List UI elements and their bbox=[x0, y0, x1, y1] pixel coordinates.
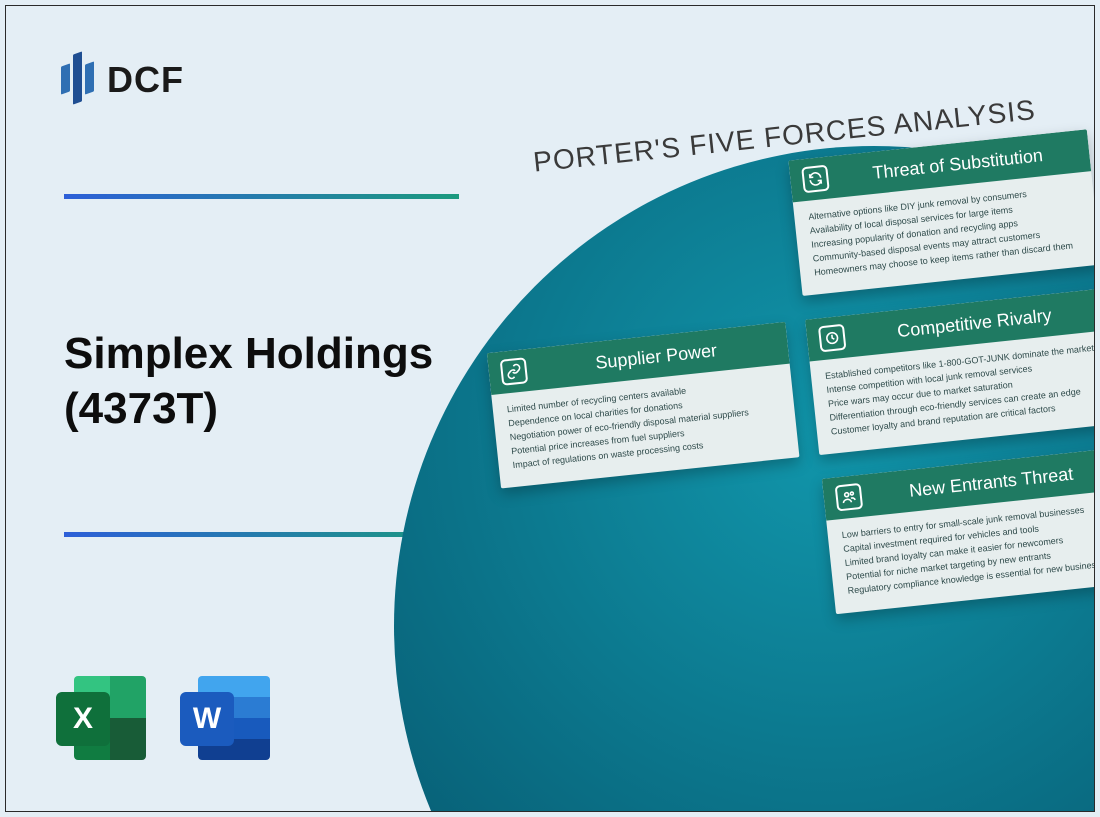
users-icon bbox=[835, 483, 864, 512]
app-icons: X W bbox=[56, 670, 276, 766]
card-supplier: Supplier Power Limited number of recycli… bbox=[487, 322, 800, 488]
divider-top bbox=[64, 194, 459, 199]
card-entrants: New Entrants Threat Low barriers to entr… bbox=[822, 448, 1095, 614]
canvas: DCF Simplex Holdings (4373T) X bbox=[0, 0, 1100, 817]
cards-group: Threat of Substitution Alternative optio… bbox=[460, 126, 1095, 712]
dcf-logo-text: DCF bbox=[107, 59, 184, 101]
frame: DCF Simplex Holdings (4373T) X bbox=[5, 5, 1095, 812]
logo-bar-2 bbox=[73, 51, 82, 104]
title-line-2: (4373T) bbox=[64, 381, 433, 436]
link-icon bbox=[500, 357, 529, 386]
card-rivalry: Competitive Rivalry Established competit… bbox=[805, 288, 1095, 454]
excel-badge: X bbox=[56, 692, 110, 746]
refresh-icon bbox=[801, 165, 830, 194]
logo-bar-3 bbox=[85, 61, 94, 94]
page-title: Simplex Holdings (4373T) bbox=[64, 326, 433, 436]
word-icon: W bbox=[180, 670, 276, 766]
excel-icon: X bbox=[56, 670, 152, 766]
title-line-1: Simplex Holdings bbox=[64, 326, 433, 381]
logo-bar-1 bbox=[61, 63, 70, 94]
word-badge: W bbox=[180, 692, 234, 746]
dcf-logo: DCF bbox=[61, 51, 184, 109]
divider-bottom bbox=[64, 532, 459, 537]
clock-icon bbox=[818, 324, 847, 353]
dcf-logo-mark bbox=[61, 51, 97, 109]
